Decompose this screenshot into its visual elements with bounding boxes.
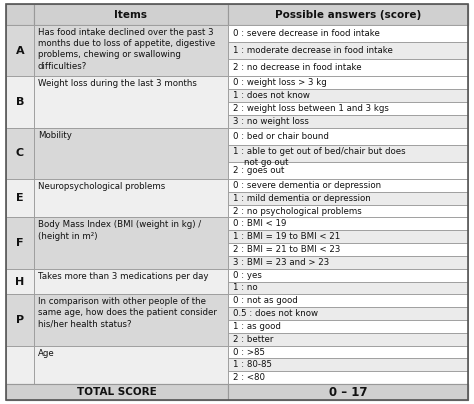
Bar [34,128,228,179]
Text: 3 : BMI = 23 and > 23: 3 : BMI = 23 and > 23 [233,258,329,267]
Bar [228,89,468,102]
Text: 2 : better: 2 : better [233,335,273,344]
Text: E: E [16,193,24,203]
Bar [6,217,34,269]
Bar [228,243,468,256]
Bar [6,76,34,128]
Bar [6,295,34,346]
Text: 0 : >85: 0 : >85 [233,347,265,357]
Text: Possible answers (score): Possible answers (score) [275,10,421,20]
Text: 0 – 17: 0 – 17 [329,385,367,398]
Bar [6,4,468,25]
Text: 3 : no weight loss: 3 : no weight loss [233,117,309,126]
Text: 0 : bed or chair bound: 0 : bed or chair bound [233,132,329,141]
Bar [228,179,468,192]
Bar [228,282,468,295]
Text: TOTAL SCORE: TOTAL SCORE [77,387,157,397]
Bar [228,217,468,230]
Text: 0 : BMI < 19: 0 : BMI < 19 [233,219,286,228]
Text: Age: Age [38,349,55,358]
Text: 2 : weight loss between 1 and 3 kgs: 2 : weight loss between 1 and 3 kgs [233,104,389,113]
Bar [34,346,228,384]
Text: Weight loss during the last 3 months: Weight loss during the last 3 months [38,80,197,88]
Text: B: B [16,97,24,107]
Bar [228,320,468,333]
Text: 2 : no psychological problems: 2 : no psychological problems [233,206,362,216]
Bar [34,269,228,295]
Text: Neuropsychological problems: Neuropsychological problems [38,182,165,191]
Text: Mobility: Mobility [38,131,72,140]
Bar [228,256,468,269]
Text: 0 : severe dementia or depression: 0 : severe dementia or depression [233,181,381,190]
Bar [228,42,468,59]
Bar [228,295,468,307]
Bar [6,179,34,217]
Text: 0 : severe decrease in food intake: 0 : severe decrease in food intake [233,29,380,38]
Text: 2 : goes out: 2 : goes out [233,166,284,175]
Bar [228,230,468,243]
Text: 2 : no decrease in food intake: 2 : no decrease in food intake [233,63,362,72]
Text: C: C [16,148,24,158]
Text: 0 : not as good: 0 : not as good [233,296,298,305]
Text: Items: Items [115,10,147,20]
Bar [228,333,468,346]
Text: 1 : as good: 1 : as good [233,322,281,331]
Bar [6,346,34,384]
Text: 2 : BMI = 21 to BMI < 23: 2 : BMI = 21 to BMI < 23 [233,245,340,254]
Text: 1 : 80-85: 1 : 80-85 [233,360,272,369]
Bar [228,205,468,217]
Bar [228,384,468,400]
Text: In comparison with other people of the
same age, how does the patient consider
h: In comparison with other people of the s… [38,297,217,328]
Text: 1 : mild dementia or depression: 1 : mild dementia or depression [233,194,371,203]
Bar [34,76,228,128]
Bar [228,358,468,371]
Bar [228,25,468,42]
Bar [34,179,228,217]
Bar [6,269,34,295]
Bar [6,128,34,179]
Bar [228,346,468,358]
Text: 1 : no: 1 : no [233,284,258,292]
Bar [228,269,468,282]
Text: Takes more than 3 medications per day: Takes more than 3 medications per day [38,272,209,281]
Text: 0 : weight loss > 3 kg: 0 : weight loss > 3 kg [233,78,327,87]
Bar [6,25,34,76]
Bar [228,162,468,179]
Text: P: P [16,315,24,325]
Bar [228,4,468,25]
Bar [228,76,468,89]
Bar [228,115,468,128]
Bar [228,307,468,320]
Bar [228,59,468,76]
Bar [34,217,228,269]
Bar [228,102,468,115]
Text: 1 : does not know: 1 : does not know [233,91,310,100]
Text: 1 : moderate decrease in food intake: 1 : moderate decrease in food intake [233,46,393,55]
Text: 0.5 : does not know: 0.5 : does not know [233,309,318,318]
Text: 1 : BMI = 19 to BMI < 21: 1 : BMI = 19 to BMI < 21 [233,232,340,241]
Bar [6,384,228,400]
Text: 1 : able to get out of bed/chair but does
    not go out: 1 : able to get out of bed/chair but doe… [233,147,406,167]
Bar [6,4,34,25]
Bar [228,192,468,205]
Text: 0 : yes: 0 : yes [233,271,262,280]
Bar [6,384,468,400]
Bar [34,4,228,25]
Bar [228,145,468,162]
Bar [228,371,468,384]
Text: 2 : <80: 2 : <80 [233,373,265,382]
Bar [34,25,228,76]
Bar [228,128,468,145]
Text: H: H [15,277,25,286]
Text: Body Mass Index (BMI (weight in kg) /
(height in m²): Body Mass Index (BMI (weight in kg) / (h… [38,221,201,240]
Text: F: F [16,238,24,248]
Text: A: A [16,46,24,56]
Bar [34,295,228,346]
Text: Has food intake declined over the past 3
months due to loss of appetite, digesti: Has food intake declined over the past 3… [38,28,215,71]
